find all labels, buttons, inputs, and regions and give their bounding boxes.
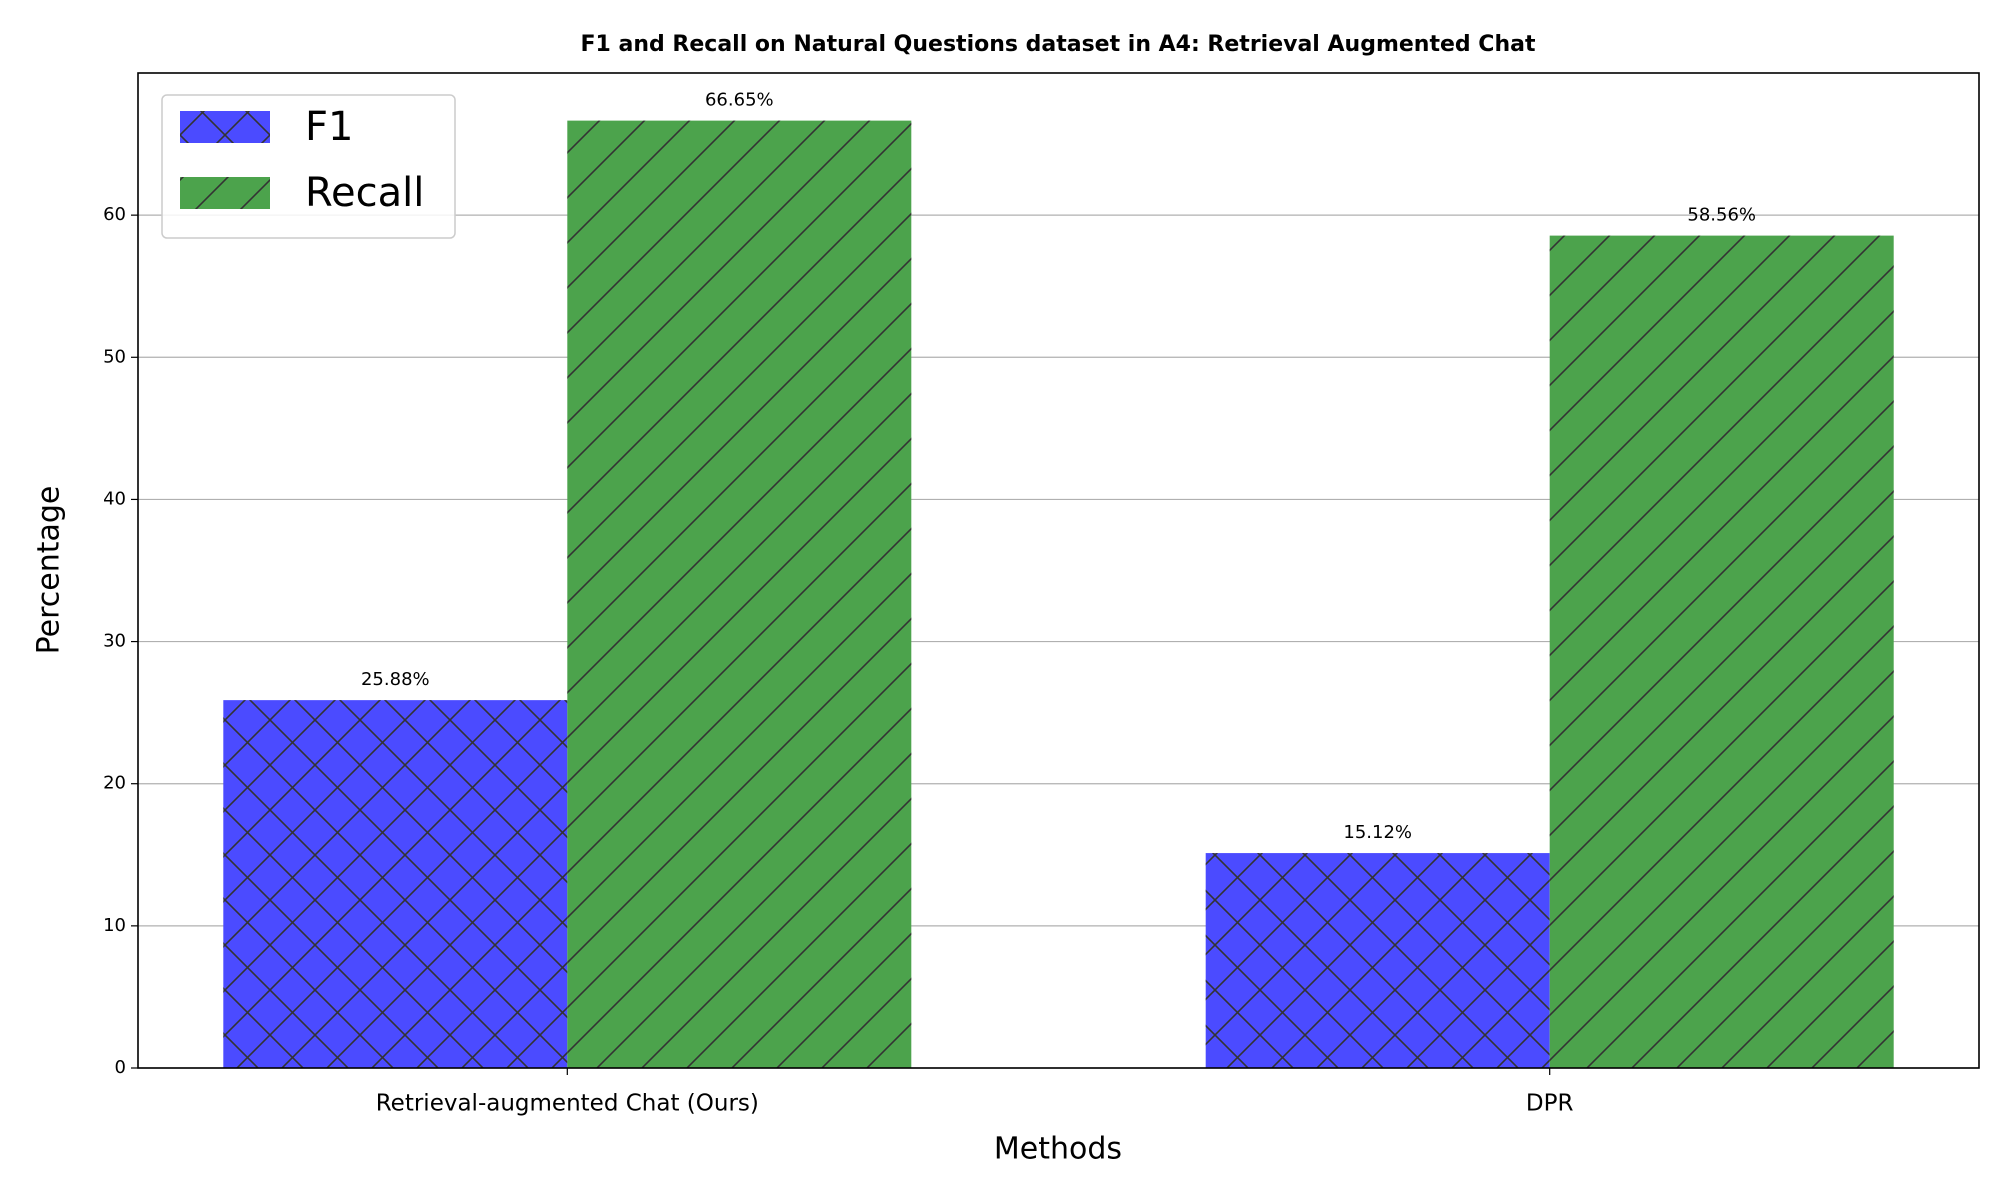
legend-label: F1 (305, 104, 353, 150)
bar-hatch (1549, 235, 1894, 1068)
y-tick-label: 0 (115, 1057, 126, 1078)
value-label: 25.88% (361, 669, 430, 690)
y-tick-label: 60 (103, 204, 126, 225)
value-label: 66.65% (705, 90, 774, 111)
plot-frame (137, 72, 1980, 1069)
y-tick-label: 20 (103, 773, 126, 794)
y-tick-label: 40 (103, 488, 126, 509)
x-tick-label: DPR (1526, 1091, 1574, 1117)
legend-hatch (180, 177, 270, 209)
y-axis-label: Percentage (32, 486, 67, 655)
legend-label: Recall (305, 170, 424, 216)
x-axis-label: Methods (994, 1132, 1122, 1167)
bar-hatch (223, 700, 568, 1068)
x-tick-label: Retrieval-augmented Chat (Ours) (376, 1091, 759, 1117)
chart-title: F1 and Recall on Natural Questions datas… (581, 32, 1536, 57)
y-tick-label: 10 (103, 915, 126, 936)
bar-hatch (567, 120, 912, 1068)
y-tick-label: 50 (103, 346, 126, 367)
value-label: 58.56% (1687, 205, 1756, 226)
value-label: 15.12% (1343, 822, 1412, 843)
y-tick-label: 30 (103, 631, 126, 652)
legend-hatch (180, 111, 270, 143)
bar-hatch (1205, 853, 1550, 1068)
